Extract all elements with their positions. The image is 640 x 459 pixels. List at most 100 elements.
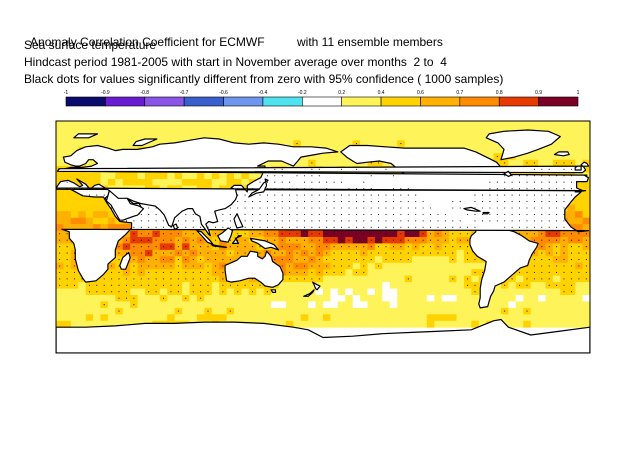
significance-dot <box>570 271 573 273</box>
ocean-cell <box>426 256 435 264</box>
significance-dot <box>452 220 454 222</box>
significance-dot <box>81 188 83 190</box>
ocean-cell <box>293 295 302 302</box>
ocean-cell <box>434 127 443 135</box>
ocean-cell <box>412 133 420 141</box>
significance-dot <box>207 233 209 235</box>
significance-dot <box>318 246 320 248</box>
land-ireland <box>41 166 47 170</box>
ocean-cell <box>367 275 376 283</box>
significance-dot <box>355 259 357 261</box>
ocean-cell <box>463 320 472 328</box>
significance-dot <box>207 271 209 273</box>
significance-dot <box>518 207 521 209</box>
ocean-cell <box>382 307 391 315</box>
ocean-cell <box>419 133 428 141</box>
significance-dot <box>118 310 120 312</box>
ocean-cell <box>337 133 346 141</box>
ocean-cell <box>419 295 428 302</box>
significance-dot <box>140 278 142 280</box>
ocean-cell <box>107 301 116 309</box>
ocean-cell <box>471 262 480 270</box>
significance-dot <box>548 207 550 209</box>
significance-dot <box>511 175 513 177</box>
significance-dot <box>251 284 254 286</box>
significance-dot <box>504 226 506 228</box>
ocean-cell <box>70 146 79 154</box>
significance-dot <box>96 188 98 190</box>
significance-dot <box>363 213 365 215</box>
ocean-cell <box>285 133 294 141</box>
significance-dot <box>429 207 432 209</box>
significance-dot <box>303 213 306 215</box>
ocean-cell <box>293 307 302 315</box>
ocean-cell <box>211 288 220 296</box>
significance-dot <box>511 207 513 209</box>
significance-dot <box>348 213 350 215</box>
significance-dot <box>504 284 506 286</box>
significance-dot <box>422 213 424 215</box>
ocean-cell <box>145 295 153 302</box>
significance-dot <box>296 265 298 267</box>
significance-dot <box>355 252 357 254</box>
ocean-cell <box>78 295 87 302</box>
significance-dot <box>148 291 150 293</box>
significance-dot <box>400 252 402 254</box>
significance-dot <box>363 226 365 228</box>
significance-dot <box>533 194 535 196</box>
significance-dot <box>378 213 380 215</box>
significance-dot <box>281 265 283 267</box>
ocean-cell <box>271 121 279 128</box>
significance-dot <box>222 246 224 248</box>
ocean-cell <box>330 307 339 315</box>
ocean-cell <box>56 153 64 161</box>
significance-dot <box>392 213 395 215</box>
ocean-cell <box>352 262 361 270</box>
ocean-cell <box>404 262 413 270</box>
ocean-cell <box>412 275 420 283</box>
ocean-cell <box>382 288 391 296</box>
significance-dot <box>533 278 535 280</box>
significance-dot <box>541 278 543 280</box>
significance-dot <box>563 252 565 254</box>
significance-dot <box>274 175 276 177</box>
significance-dot <box>496 220 498 222</box>
significance-dot <box>251 220 254 222</box>
ocean-cell <box>560 295 569 302</box>
ocean-cell <box>226 121 235 128</box>
significance-dot <box>407 252 409 254</box>
significance-dot <box>429 220 432 222</box>
significance-dot <box>140 239 142 241</box>
ocean-cell <box>493 314 502 322</box>
land-sulawesi <box>231 235 242 244</box>
significance-dot <box>370 213 372 215</box>
ocean-cell <box>115 179 124 186</box>
significance-dot <box>222 226 224 228</box>
significance-dot <box>222 271 224 273</box>
ocean-cell <box>456 282 465 289</box>
ocean-cell <box>137 295 146 302</box>
ocean-cell <box>285 295 294 302</box>
significance-dot <box>125 239 128 241</box>
significance-dot <box>489 201 491 203</box>
ocean-cell <box>263 295 272 302</box>
land-japan <box>248 178 269 198</box>
significance-dot <box>155 213 157 215</box>
ocean-cell <box>560 121 569 128</box>
ocean-cell <box>404 269 413 277</box>
ocean-cell <box>575 301 584 309</box>
ocean-cell <box>226 179 235 186</box>
significance-dot <box>66 233 68 235</box>
significance-dot <box>303 252 306 254</box>
significance-dot <box>563 246 565 248</box>
ocean-cell <box>538 301 546 309</box>
ocean-cell <box>63 224 72 231</box>
significance-dot <box>222 259 224 261</box>
ocean-cell <box>263 121 272 128</box>
ocean-cell <box>100 224 109 231</box>
significance-dot <box>192 265 194 267</box>
ocean-cell <box>263 314 272 322</box>
significance-dot <box>563 201 565 203</box>
significance-dot <box>378 246 380 248</box>
ocean-cell <box>330 153 339 161</box>
